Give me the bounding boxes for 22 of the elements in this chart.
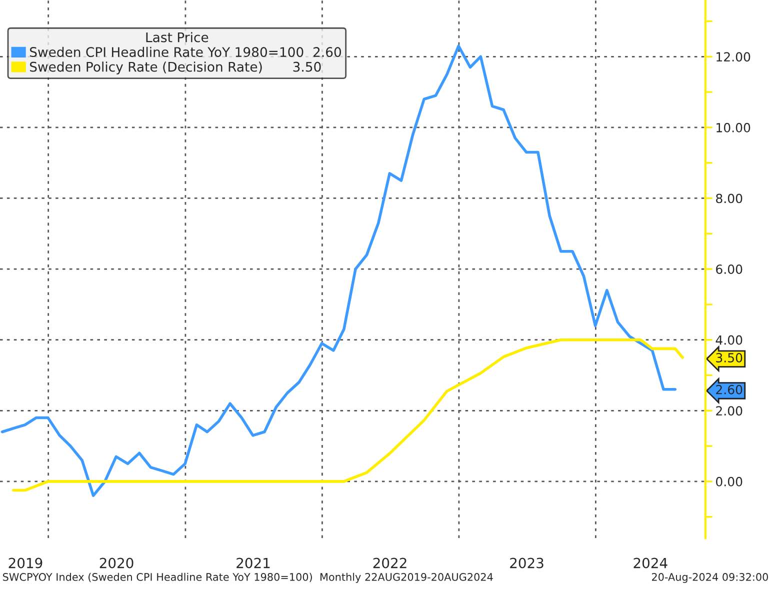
x-tick-label: 2024: [634, 558, 668, 568]
legend-label: Sweden CPI Headline Rate YoY 1980=100 2.60: [30, 46, 342, 58]
x-tick-label: 2022: [373, 558, 406, 568]
line-series: [12, 338, 684, 492]
y-tick-label: 6.00: [716, 264, 742, 274]
y-tick-label: 8.00: [716, 194, 742, 204]
x-tick-label: 2021: [236, 558, 270, 568]
y-tick-label: 10.00: [716, 122, 750, 132]
text: 20-Aug-2024 09:32:00: [652, 573, 768, 583]
legend-title: Last Price: [146, 32, 208, 42]
y-tick-label: 2.00: [716, 406, 742, 416]
y-tick-label: 12.00: [716, 52, 750, 62]
y-tick-label: 0.00: [716, 476, 742, 486]
x-tick-label: 2019: [8, 558, 42, 568]
y-tick-label: 3.50: [716, 353, 742, 362]
line-series: [0, 44, 677, 497]
y-tick-label: 2.60: [716, 384, 742, 394]
x-tick-label: 2023: [510, 558, 544, 568]
legend-label: Sweden Policy Rate (Decision Rate) 3.50: [30, 62, 321, 74]
y-tick-label: 4.00: [716, 335, 742, 345]
x-tick-label: 2020: [100, 558, 134, 568]
text: SWCPYOY Index (Sweden CPI Headline Rate YoY 1980=100) Monthly 22AUG2019-20AUG2024: [3, 572, 493, 583]
